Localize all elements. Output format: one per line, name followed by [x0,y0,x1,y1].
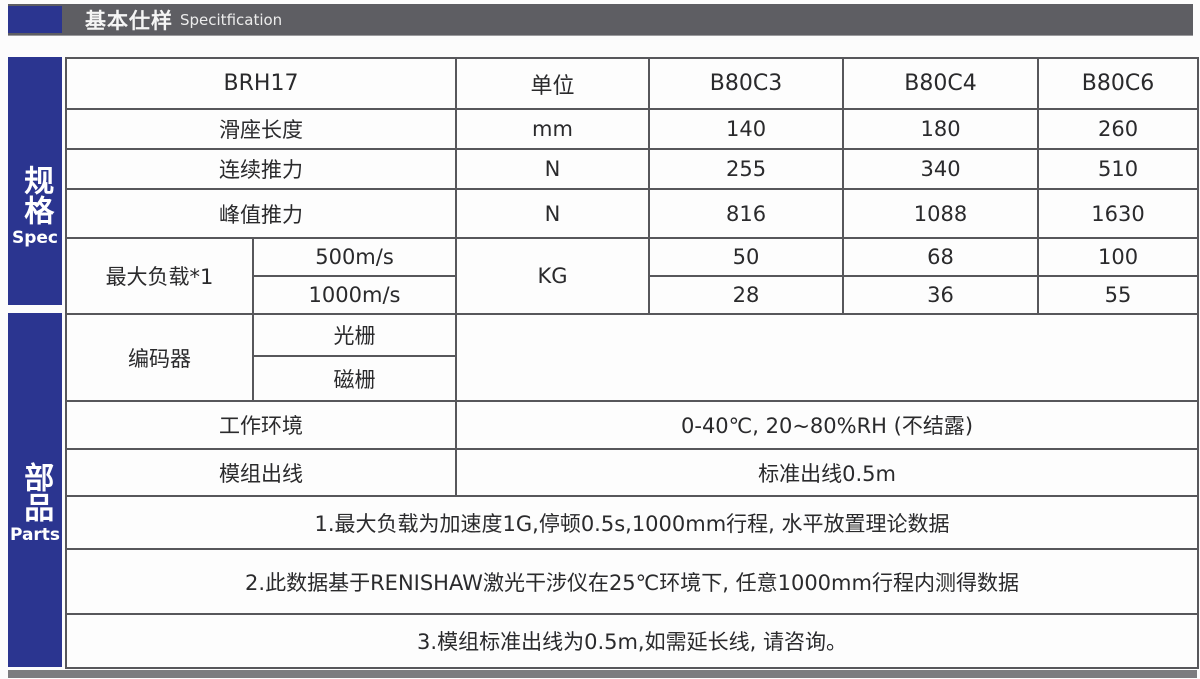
table-row-max-load-1000: 1000m/s 28 36 55 [66,275,1200,315]
sidebar-section-spec: 规格 Spec [8,57,62,305]
cell-col-b80c3: B80C3 [648,57,845,110]
cell-slider-length-label: 滑座长度 [64,108,458,150]
table-row-max-load-500: 最大负载*1 500m/s KG 50 68 100 [65,237,1200,315]
cell-environment-label: 工作环境 [64,400,458,450]
table-row-continuous-force: 连续推力 N 255 340 510 [64,148,1200,190]
cell-encoder-label: 编码器 [65,313,254,402]
cell-cable-label: 模组出线 [64,448,458,497]
cell-max-load-label: 最大负载*1 [65,237,254,315]
cell-peak-force-unit: N [455,188,651,239]
cell-col-b80c6: B80C6 [1037,57,1200,110]
section-header-bar: 基本仕样 Specitfication [8,4,1193,36]
cell-max-load-1000-b80c6: 55 [1037,275,1200,315]
table-row-cable: 模组出线 标准出线0.5m [64,448,1200,497]
cell-max-load-1000-b80c4: 36 [842,275,1040,315]
sidebar-parts-label-en: Parts [9,524,61,545]
section-title-cn: 基本仕样 [85,8,173,33]
table-row-header: BRH17 单位 B80C3 B80C4 B80C6 [64,57,1200,110]
cell-cable-value: 标准出线0.5m [455,448,1200,497]
cell-cont-force-b80c4: 340 [842,148,1040,190]
sidebar-parts-label-cn: 部品 [18,461,54,522]
table-row-slider-length: 滑座长度 mm 140 180 260 [64,108,1200,150]
table-row-encoder-optical: 编码器 光栅 [65,313,1200,402]
cell-peak-force-b80c4: 1088 [842,188,1040,239]
table-row-peak-force: 峰值推力 N 816 1088 1630 [64,188,1200,239]
cell-max-load-500-b80c4: 68 [842,237,1040,277]
header-accent-block [8,6,62,33]
cell-slider-length-b80c4: 180 [842,108,1040,150]
sidebar-section-parts: 部品 Parts [8,313,62,667]
cell-model-name: BRH17 [64,57,458,110]
cell-max-load-500-b80c3: 50 [648,237,845,277]
cell-note-1: 1.最大负载为加速度1G,停顿0.5s,1000mm行程, 水平放置理论数据 [64,495,1200,550]
cell-max-load-500-b80c6: 100 [1037,237,1200,277]
cell-col-b80c4: B80C4 [842,57,1040,110]
cell-environment-value: 0-40℃, 20~80%RH (不结露) [455,400,1200,450]
sidebar-spec-label-en: Spec [11,227,59,248]
cell-slider-length-b80c3: 140 [648,108,845,150]
cell-encoder-values-empty [455,313,1200,402]
cell-max-load-1000-label: 1000m/s [251,275,458,315]
sidebar-spec-label-cn: 规格 [18,164,54,225]
table-row-note-1: 1.最大负载为加速度1G,停顿0.5s,1000mm行程, 水平放置理论数据 [64,495,1200,550]
cell-encoder-magnetic: 磁栅 [251,355,458,402]
cell-peak-force-b80c6: 1630 [1037,188,1200,239]
table-row-encoder-magnetic: 磁栅 [66,355,1198,402]
cell-max-load-500-label: 500m/s [251,237,458,277]
cell-peak-force-b80c3: 816 [648,188,845,239]
cell-max-load-unit: KG [455,237,651,315]
cell-slider-length-unit: mm [455,108,651,150]
cell-cont-force-label: 连续推力 [64,148,458,190]
cell-note-3: 3.模组标准出线为0.5m,如需延长线, 请咨询。 [64,613,1200,669]
cell-slider-length-b80c6: 260 [1037,108,1200,150]
spec-table: BRH17 单位 B80C3 B80C4 B80C6 滑座长度 mm 140 1… [64,57,1200,669]
table-row-environment: 工作环境 0-40℃, 20~80%RH (不结露) [64,400,1200,450]
cell-cont-force-b80c3: 255 [648,148,845,190]
cell-encoder-optical: 光栅 [251,313,458,357]
table-row-note-3: 3.模组标准出线为0.5m,如需延长线, 请咨询。 [64,613,1200,669]
cell-unit-header: 单位 [455,57,651,110]
cell-cont-force-b80c6: 510 [1037,148,1200,190]
bottom-rule [8,670,1197,678]
cell-max-load-1000-b80c3: 28 [648,275,845,315]
cell-cont-force-unit: N [455,148,651,190]
cell-peak-force-label: 峰值推力 [64,188,458,239]
table-row-note-2: 2.此数据基于RENISHAW激光干涉仪在25℃环境下, 任意1000mm行程内… [64,548,1200,615]
section-title-en: Specitfication [180,10,283,29]
cell-note-2: 2.此数据基于RENISHAW激光干涉仪在25℃环境下, 任意1000mm行程内… [64,548,1200,615]
